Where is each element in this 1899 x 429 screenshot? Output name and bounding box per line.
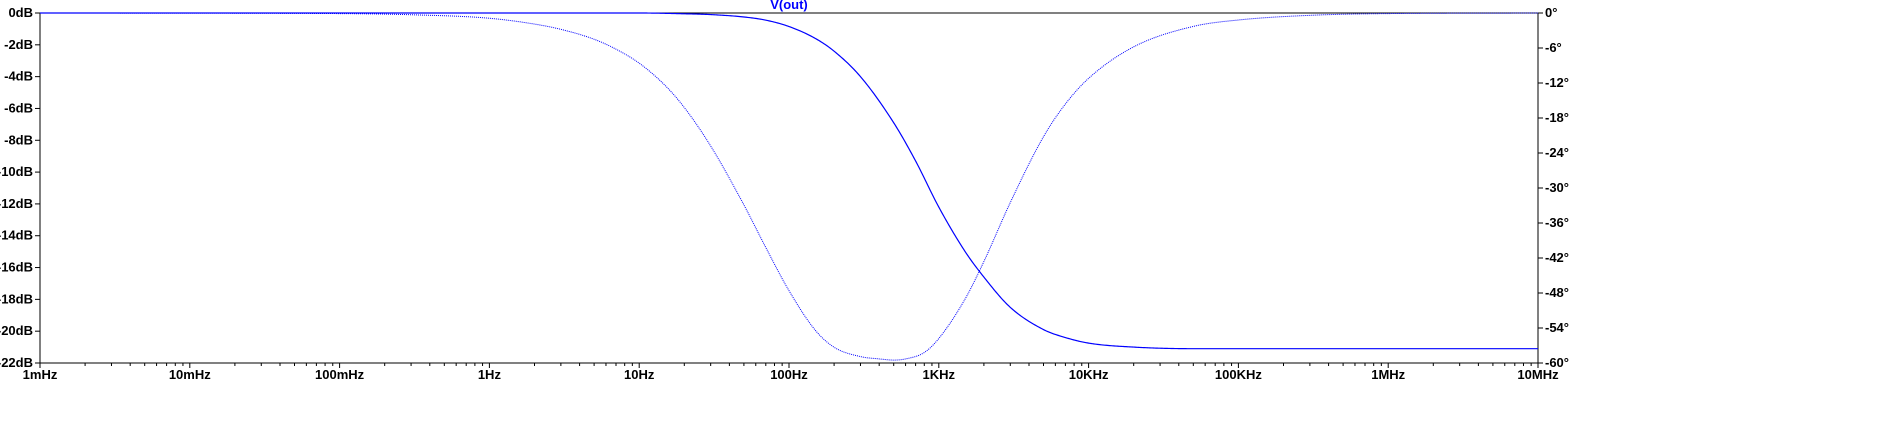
x-tick-label: 100Hz xyxy=(770,367,808,382)
phase-trace[interactable] xyxy=(40,12,1538,361)
y-left-tick-label: -8dB xyxy=(4,132,33,147)
y-left-tick-label: -2dB xyxy=(4,37,33,52)
x-tick-label: 1mHz xyxy=(23,367,58,382)
x-tick-label: 1MHz xyxy=(1371,367,1405,382)
y-right-tick-label: -30° xyxy=(1545,180,1569,195)
magnitude-trace[interactable] xyxy=(40,12,1538,350)
y-right-tick-label: -6° xyxy=(1545,40,1562,55)
x-tick-label: 100KHz xyxy=(1215,367,1262,382)
y-left-tick-label: -20dB xyxy=(0,323,33,338)
x-tick-label: 1KHz xyxy=(923,367,956,382)
x-axis-ticks: 1mHz 10mHz 100mHz 1Hz 10Hz 100Hz 1KHz 10KHz 100K… xyxy=(23,363,1559,382)
y-left-tick-label: -10dB xyxy=(0,164,33,179)
y-left-tick-label: -16dB xyxy=(0,260,33,275)
y-right-tick-label: -18° xyxy=(1545,110,1569,125)
y-left-tick-label: -4dB xyxy=(4,69,33,84)
y-right-tick-label: -36° xyxy=(1545,215,1569,230)
x-tick-label: 10Hz xyxy=(624,367,655,382)
y-axis-right-ticks: 0° -6° -12° -18° -24° -30° -36° -42° -48° -54° -60… xyxy=(1538,5,1569,370)
y-left-tick-label: 0dB xyxy=(8,5,33,20)
y-right-tick-label: -24° xyxy=(1545,145,1569,160)
y-right-tick-label: -48° xyxy=(1545,285,1569,300)
y-right-tick-label: -60° xyxy=(1545,355,1569,370)
y-left-tick-label: -6dB xyxy=(4,100,33,115)
traces xyxy=(40,12,1538,361)
trace-title[interactable]: V(out) xyxy=(770,0,808,12)
y-left-tick-label: -12dB xyxy=(0,196,33,211)
y-right-tick-label: -54° xyxy=(1545,320,1569,335)
y-axis-left-ticks: 0dB -2dB -4dB -6dB -8dB -10dB -12dB -14dB -16dB -… xyxy=(0,5,40,370)
y-right-tick-label: -42° xyxy=(1545,250,1569,265)
x-tick-label: 10KHz xyxy=(1069,367,1109,382)
x-tick-label: 100mHz xyxy=(315,367,365,382)
y-left-tick-label: -22dB xyxy=(0,355,33,370)
x-tick-label: 10mHz xyxy=(169,367,211,382)
x-tick-label: 1Hz xyxy=(478,367,502,382)
y-right-tick-label: -12° xyxy=(1545,75,1569,90)
plot-frame xyxy=(39,12,1539,364)
x-tick-label: 10MHz xyxy=(1517,367,1559,382)
y-left-tick-label: -18dB xyxy=(0,291,33,306)
y-left-tick-label: -14dB xyxy=(0,228,33,243)
y-right-tick-label: 0° xyxy=(1545,5,1557,20)
